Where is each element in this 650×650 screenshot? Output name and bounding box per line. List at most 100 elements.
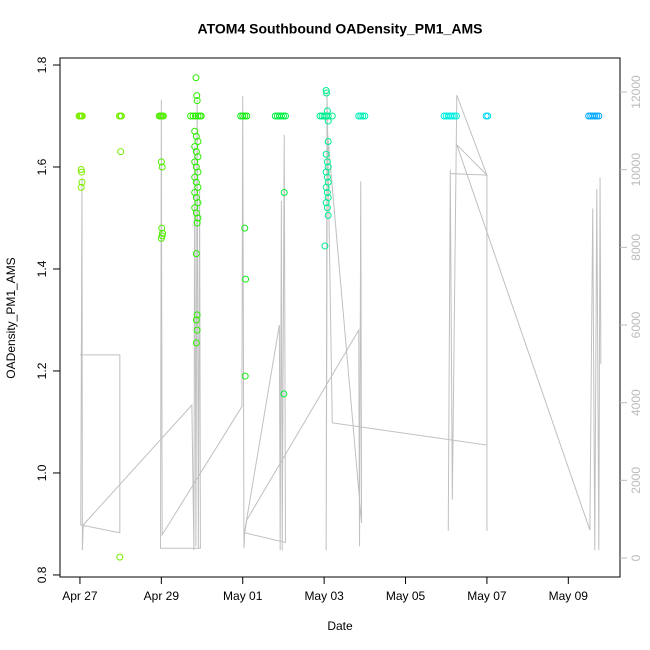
data-point <box>324 211 332 219</box>
data-point <box>194 214 202 222</box>
data-point <box>322 150 330 158</box>
data-point <box>241 224 249 232</box>
data-point <box>277 112 285 120</box>
chart-title: ATOM4 Southbound OADensity_PM1_AMS <box>198 21 483 37</box>
data-point <box>193 219 201 227</box>
data-point <box>159 229 167 237</box>
y-axis-label: OADensity_PM1_AMS <box>4 257 18 378</box>
data-point <box>323 89 331 97</box>
data-point <box>117 148 125 156</box>
y-tick-label: 1.4 <box>35 260 49 277</box>
y2-tick-label: 4000 <box>629 389 643 416</box>
data-point <box>192 316 200 324</box>
data-point <box>591 112 599 120</box>
y2-tick-label: 0 <box>629 554 643 561</box>
x-tick-label: May 09 <box>549 589 589 603</box>
data-point <box>280 390 288 398</box>
data-point <box>361 112 369 120</box>
data-point <box>194 168 202 176</box>
data-point <box>193 326 201 334</box>
data-point <box>194 137 202 145</box>
data-point <box>78 112 86 120</box>
y-tick-label: 1.2 <box>35 362 49 379</box>
data-point <box>322 168 330 176</box>
data-point <box>187 112 195 120</box>
x-tick-label: Apr 27 <box>62 589 98 603</box>
data-point <box>323 204 331 212</box>
data-point <box>192 74 200 82</box>
data-point <box>324 112 332 120</box>
data-point <box>192 250 200 258</box>
y-tick-label: 1.6 <box>35 158 49 175</box>
data-point <box>595 112 603 120</box>
data-point <box>78 168 86 176</box>
y2-tick-label: 8000 <box>629 234 643 261</box>
data-point <box>116 553 124 561</box>
data-point <box>324 117 332 125</box>
data-point <box>322 199 330 207</box>
data-point <box>241 372 249 380</box>
data-point <box>323 158 331 166</box>
data-point <box>189 112 197 120</box>
plot-frame <box>59 57 621 578</box>
data-point <box>157 158 165 166</box>
data-point <box>197 112 205 120</box>
data-point <box>328 112 336 120</box>
y-tick-label: 1.0 <box>35 464 49 481</box>
data-point <box>452 112 460 120</box>
data-point <box>280 188 288 196</box>
data-point <box>357 112 365 120</box>
y-tick-label: 1.8 <box>35 56 49 73</box>
data-point <box>322 86 330 94</box>
x-tick-label: May 03 <box>304 589 344 603</box>
data-point <box>117 112 125 120</box>
data-point <box>593 112 601 120</box>
data-point <box>359 112 367 120</box>
data-point <box>324 137 332 145</box>
data-point <box>448 112 456 120</box>
data-point <box>158 232 166 240</box>
data-point <box>323 188 331 196</box>
data-point <box>323 173 331 181</box>
data-point <box>192 339 200 347</box>
y2-tick-label: 10000 <box>629 153 643 187</box>
data-point <box>450 112 458 120</box>
x-tick-label: May 07 <box>467 589 507 603</box>
x-axis-label: Date <box>327 619 353 633</box>
data-point <box>194 183 202 191</box>
data-point <box>193 97 201 105</box>
data-point <box>239 112 247 120</box>
data-point <box>158 163 166 171</box>
data-point <box>158 224 166 232</box>
data-point <box>194 112 202 120</box>
data-point <box>78 178 86 186</box>
data-point <box>159 112 167 120</box>
data-point <box>241 112 249 120</box>
data-point <box>77 183 85 191</box>
data-point <box>193 92 201 100</box>
data-point <box>193 311 201 319</box>
data-point <box>77 166 85 174</box>
data-point <box>242 275 250 283</box>
y2-tick-label: 12000 <box>629 75 643 109</box>
data-point <box>281 112 289 120</box>
data-point <box>321 242 329 250</box>
y-tick-label: 0.8 <box>35 566 49 583</box>
x-tick-label: May 01 <box>223 589 263 603</box>
data-point <box>320 112 328 120</box>
data-point <box>194 153 202 161</box>
data-point <box>484 112 492 120</box>
altitude-line <box>79 92 602 551</box>
y2-tick-label: 2000 <box>629 467 643 494</box>
data-point <box>279 112 287 120</box>
data-point <box>243 112 251 120</box>
data-point <box>322 183 330 191</box>
data-point <box>323 107 331 115</box>
x-tick-label: Apr 29 <box>144 589 180 603</box>
x-tick-label: May 05 <box>386 589 426 603</box>
data-point <box>194 199 202 207</box>
y2-tick-label: 6000 <box>629 311 643 338</box>
